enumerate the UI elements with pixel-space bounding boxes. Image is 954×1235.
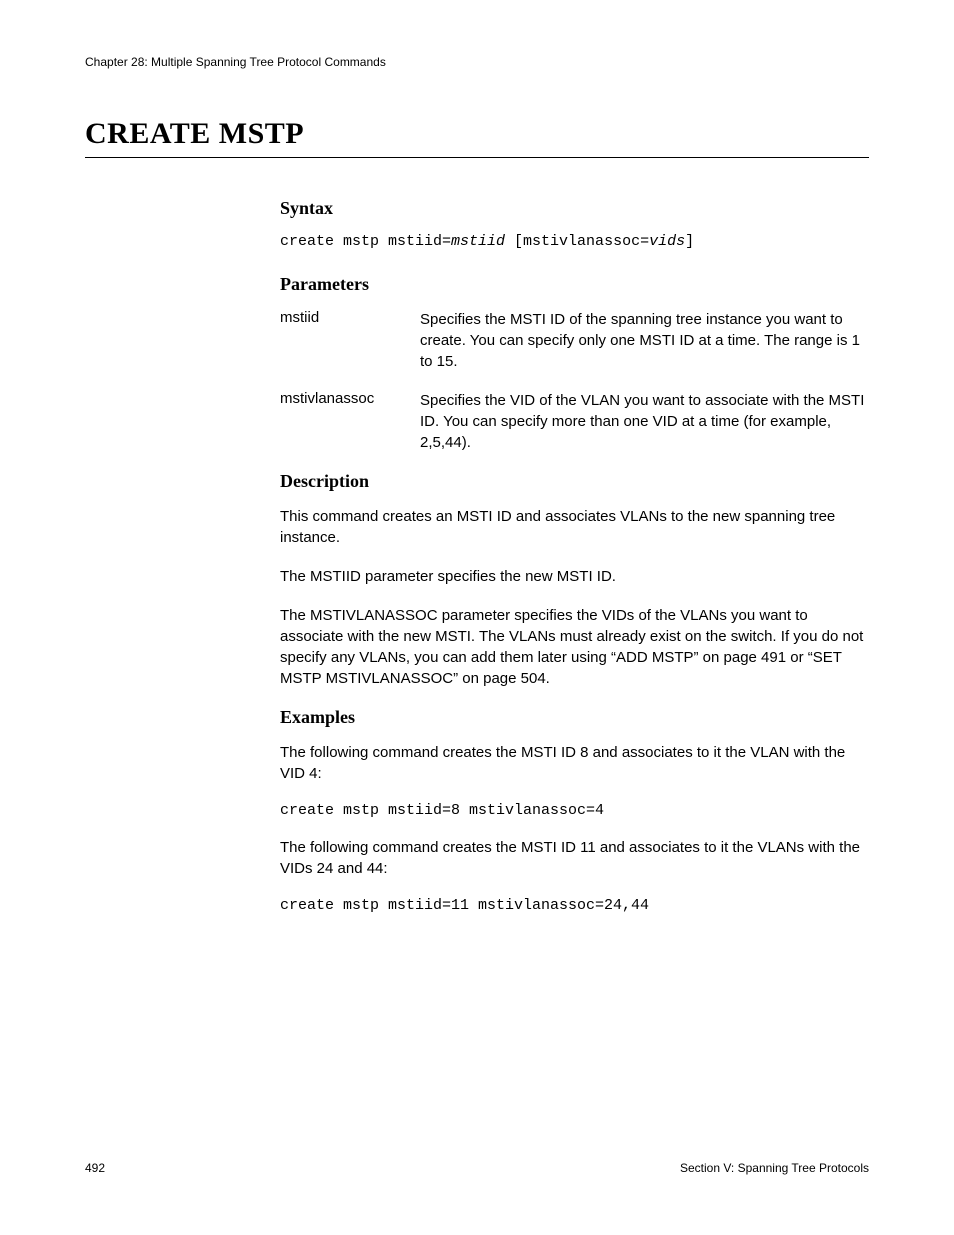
page-title: CREATE MSTP xyxy=(85,117,869,158)
param-row: mstivlanassoc Specifies the VID of the V… xyxy=(280,390,869,453)
examples-heading: Examples xyxy=(280,707,869,728)
page-footer: 492 Section V: Spanning Tree Protocols xyxy=(85,1161,869,1175)
description-paragraph: This command creates an MSTI ID and asso… xyxy=(280,506,869,548)
syntax-arg-vids: vids xyxy=(649,233,685,250)
page-number: 492 xyxy=(85,1161,105,1175)
example-code: create mstp mstiid=8 mstivlanassoc=4 xyxy=(280,802,869,819)
description-paragraph: The MSTIID parameter specifies the new M… xyxy=(280,566,869,587)
description-paragraph: The MSTIVLANASSOC parameter specifies th… xyxy=(280,605,869,689)
example-code: create mstp mstiid=11 mstivlanassoc=24,4… xyxy=(280,897,869,914)
param-desc-mstivlanassoc: Specifies the VID of the VLAN you want t… xyxy=(420,390,869,453)
param-name-mstivlanassoc: mstivlanassoc xyxy=(280,390,420,407)
param-name-mstiid: mstiid xyxy=(280,309,420,326)
parameters-block: mstiid Specifies the MSTI ID of the span… xyxy=(280,309,869,453)
param-row: mstiid Specifies the MSTI ID of the span… xyxy=(280,309,869,372)
description-heading: Description xyxy=(280,471,869,492)
syntax-prefix: create mstp mstiid= xyxy=(280,233,451,250)
parameters-heading: Parameters xyxy=(280,274,869,295)
syntax-line: create mstp mstiid=mstiid [mstivlanassoc… xyxy=(280,233,869,250)
syntax-suffix: ] xyxy=(685,233,694,250)
example-intro: The following command creates the MSTI I… xyxy=(280,837,869,879)
syntax-heading: Syntax xyxy=(280,198,869,219)
syntax-arg-mstiid: mstiid xyxy=(451,233,505,250)
section-label: Section V: Spanning Tree Protocols xyxy=(680,1161,869,1175)
syntax-mid: [mstivlanassoc= xyxy=(505,233,649,250)
param-desc-mstiid: Specifies the MSTI ID of the spanning tr… xyxy=(420,309,869,372)
chapter-header: Chapter 28: Multiple Spanning Tree Proto… xyxy=(85,55,869,69)
content-area: Syntax create mstp mstiid=mstiid [mstivl… xyxy=(280,198,869,914)
example-intro: The following command creates the MSTI I… xyxy=(280,742,869,784)
